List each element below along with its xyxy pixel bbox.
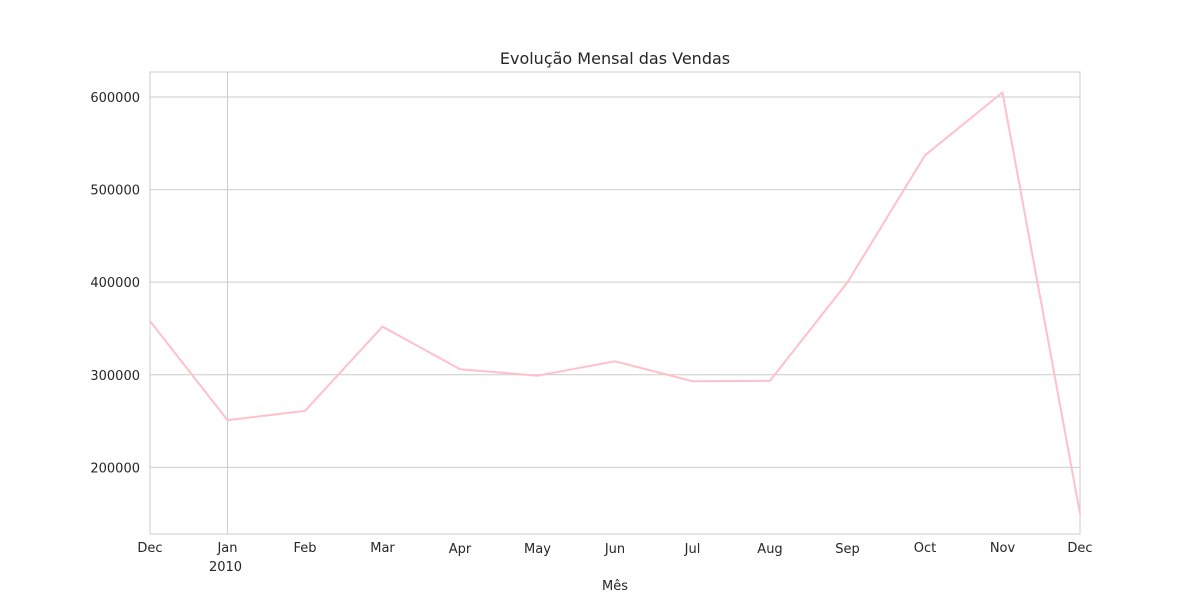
y-tick-label: 400000 <box>90 276 140 291</box>
x-tick-label: Jul <box>684 542 701 557</box>
x-tick-label: Jan <box>216 541 237 556</box>
y-tick-label: 600000 <box>90 91 140 106</box>
plot-frame <box>149 71 1081 535</box>
x-tick-labels: Dec Jan Feb Mar Apr May Jun Jul Aug Sep Oct Nov Dec 2… <box>137 541 1092 575</box>
x-tick-label: Oct <box>914 541 936 556</box>
x-axis-label: Mês <box>602 579 628 594</box>
x-tick-label: Apr <box>449 542 472 557</box>
x-tick-label: Dec <box>137 541 162 556</box>
series-line <box>149 91 1081 514</box>
y-tick-label: 300000 <box>90 369 140 384</box>
y-tick-labels: 200000 300000 400000 500000 600000 <box>90 91 140 476</box>
x-tick-label: Dec <box>1067 541 1092 556</box>
x-tick-label: Aug <box>757 542 782 557</box>
series-group <box>149 91 1081 514</box>
y-tick-label: 500000 <box>90 184 140 199</box>
x-year-label: 2010 <box>209 560 242 575</box>
chart-title: Evolução Mensal das Vendas <box>500 49 730 68</box>
x-tick-label: Nov <box>990 541 1016 556</box>
y-tick-label: 200000 <box>90 461 140 476</box>
x-tick-label: Jun <box>604 542 625 557</box>
x-tick-label: May <box>524 542 551 557</box>
grid <box>150 72 1080 534</box>
x-tick-label: Mar <box>370 541 395 556</box>
x-tick-label: Feb <box>293 541 316 556</box>
x-tick-label: Sep <box>835 542 860 557</box>
